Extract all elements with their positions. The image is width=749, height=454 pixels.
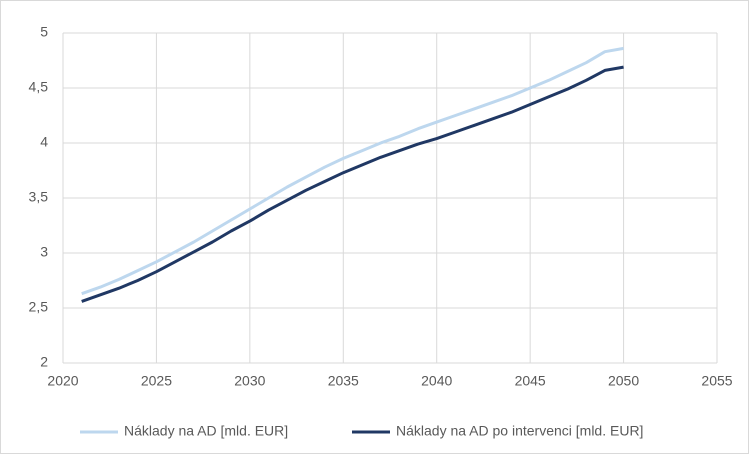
x-tick-label: 2055 [701,373,732,389]
series-line [81,65,624,303]
x-tick-label: 2020 [47,373,78,389]
y-tick-label: 2,5 [29,299,49,315]
legend-label: Náklady na AD [mld. EUR] [124,423,288,439]
x-tick-label: 2030 [234,373,265,389]
x-tick-label: 2045 [515,373,546,389]
y-tick-label: 4,5 [29,79,49,95]
x-tick-label: 2025 [141,373,172,389]
y-tick-label: 2 [40,354,48,370]
x-tick-label: 2050 [608,373,639,389]
legend-label: Náklady na AD po intervenci [mld. EUR] [396,423,643,439]
x-tick-label: 2035 [328,373,359,389]
y-tick-label: 3,5 [29,189,49,205]
series-line [81,46,624,296]
y-tick-label: 5 [40,24,48,40]
x-tick-label: 2040 [421,373,452,389]
y-tick-label: 4 [40,134,48,150]
y-tick-label: 3 [40,244,48,260]
